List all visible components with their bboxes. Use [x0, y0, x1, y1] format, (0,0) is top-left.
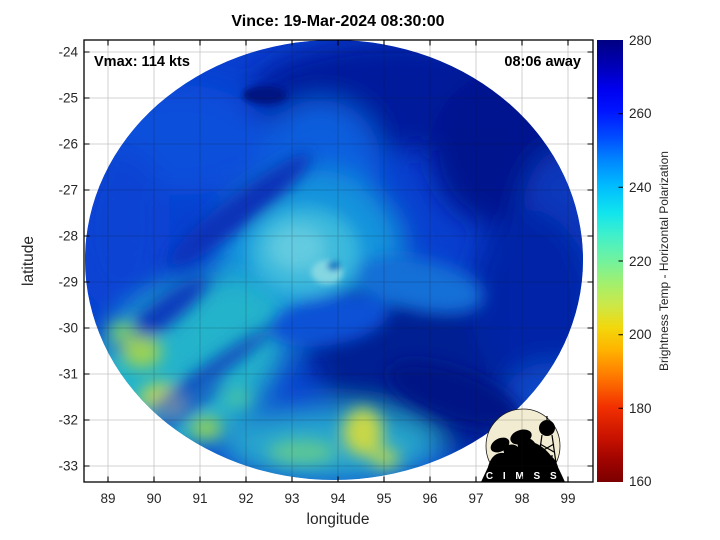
dish-left-icon: [490, 437, 510, 453]
y-tick-label: -24: [58, 45, 78, 60]
x-tick-label: 95: [376, 491, 391, 506]
x-tick-label: 92: [238, 491, 253, 506]
y-tick-label: -31: [58, 367, 78, 382]
x-tick-label: 93: [284, 491, 299, 506]
colorbar-tick-marks: [618, 113, 623, 409]
y-tick-label: -25: [58, 91, 78, 106]
y-tick-label: -29: [58, 275, 78, 290]
x-axis-label: longitude: [307, 511, 370, 528]
x-tick-label: 97: [468, 491, 483, 506]
y-tick-label: -28: [58, 229, 78, 244]
colorbar-tick-label: 200: [629, 327, 652, 342]
x-tick-label: 98: [514, 491, 529, 506]
cimss-logo-text: C I M S S: [486, 471, 560, 482]
colorbar-tick-label: 260: [629, 106, 652, 121]
colorbar: 280 260 240 220 200 180 160 Brightness T…: [597, 33, 671, 489]
satellite-swath: C I M S S: [85, 40, 583, 482]
time-away-annotation: 08:06 away: [504, 54, 581, 70]
y-tick-label: -30: [58, 321, 78, 336]
vmax-annotation: Vmax: 114 kts: [94, 54, 190, 70]
colorbar-tick-label: 240: [629, 180, 652, 195]
y-tick-label: -33: [58, 459, 78, 474]
satellite-dishes-silhouette: [488, 437, 558, 467]
plot-title: Vince: 19-Mar-2024 08:30:00: [231, 13, 444, 30]
x-tick-label: 89: [100, 491, 115, 506]
swath-color-blobs: [85, 40, 583, 480]
x-tick-label: 94: [330, 491, 346, 506]
colorbar-tick-label: 280: [629, 33, 652, 48]
colorbar-tick-label: 220: [629, 254, 652, 269]
y-axis-tick-labels: -24 -25 -26 -27 -28 -29 -30 -31 -32 -33: [58, 45, 78, 474]
x-axis-tick-labels: 89 90 91 92 93 94 95 96 97 98 99: [100, 491, 575, 506]
cimss-banner: [481, 465, 565, 482]
axis-tick-marks: [84, 40, 593, 482]
x-tick-label: 90: [146, 491, 161, 506]
grid-lines: [84, 40, 593, 482]
y-tick-label: -27: [58, 183, 78, 198]
colorbar-tick-label: 180: [629, 401, 652, 416]
x-tick-label: 96: [422, 491, 437, 506]
x-tick-label: 91: [192, 491, 207, 506]
colorbar-tick-label: 160: [629, 474, 652, 489]
colorbar-label: Brightness Temp - Horizontal Polarizatio…: [657, 151, 671, 371]
cimss-logo: C I M S S: [481, 408, 565, 482]
dish-right-icon: [510, 429, 532, 445]
colorbar-tick-labels: 280 260 240 220 200 180 160: [629, 33, 652, 489]
y-axis-label: latitude: [20, 236, 37, 286]
water-tower-tank: [539, 420, 555, 436]
x-tick-label: 99: [560, 491, 575, 506]
y-tick-label: -26: [58, 137, 78, 152]
y-tick-label: -32: [58, 413, 78, 428]
